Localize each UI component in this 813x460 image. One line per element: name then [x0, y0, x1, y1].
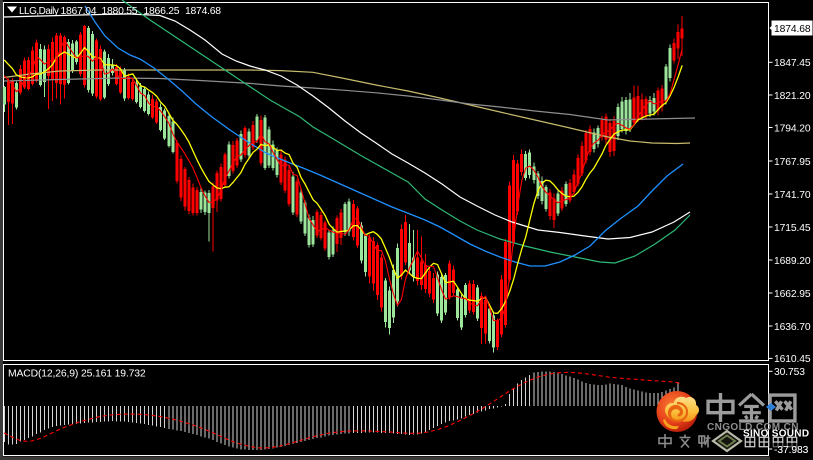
svg-text:1880.55: 1880.55 [102, 6, 138, 17]
svg-text:1867.04: 1867.04 [61, 6, 97, 17]
svg-text:1610.45: 1610.45 [774, 354, 811, 365]
svg-text:LLG,Daily: LLG,Daily [19, 6, 59, 17]
svg-text:1794.20: 1794.20 [774, 123, 811, 134]
svg-text:1741.70: 1741.70 [774, 190, 811, 201]
svg-text:1767.95: 1767.95 [774, 157, 811, 168]
svg-text:1874.68: 1874.68 [185, 6, 221, 17]
svg-text:CNGOLD.COM.CN: CNGOLD.COM.CN [707, 422, 799, 433]
svg-text:1866.25: 1866.25 [144, 6, 180, 17]
svg-text:1874.68: 1874.68 [774, 24, 811, 35]
svg-text:1821.20: 1821.20 [774, 91, 811, 102]
svg-text:1847.45: 1847.45 [774, 58, 811, 69]
svg-text:1689.20: 1689.20 [774, 256, 811, 267]
svg-text:SINO SOUND: SINO SOUND [743, 429, 809, 440]
svg-text:1662.95: 1662.95 [774, 289, 811, 300]
svg-text:30.753: 30.753 [774, 367, 805, 378]
svg-text:-37.983: -37.983 [774, 445, 809, 456]
svg-text:MACD(12,26,9) 25.161 19.732: MACD(12,26,9) 25.161 19.732 [8, 368, 146, 379]
svg-text:1636.70: 1636.70 [774, 322, 811, 333]
svg-text:1715.45: 1715.45 [774, 223, 811, 234]
